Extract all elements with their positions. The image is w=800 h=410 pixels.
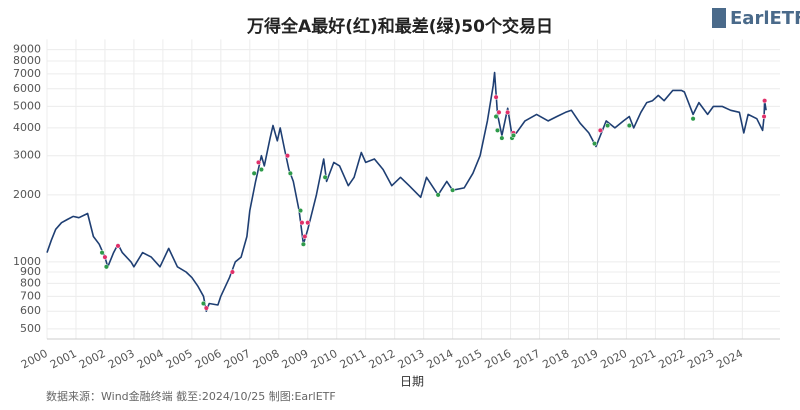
day-marker xyxy=(450,187,456,193)
source: 数据来源：Wind金融终端 截至:2024/10/25 制图:EarlETF xyxy=(46,389,336,403)
day-marker xyxy=(297,208,304,214)
x-tick-label: 2017 xyxy=(512,347,543,372)
x-tick-label: 2016 xyxy=(483,347,514,372)
x-tick-label: 2019 xyxy=(569,347,600,372)
day-marker xyxy=(493,94,499,100)
day-marker xyxy=(251,170,257,176)
day-marker xyxy=(258,166,264,173)
x-tick-label: 2002 xyxy=(77,347,108,372)
day-marker xyxy=(597,127,603,133)
day-marker xyxy=(499,135,505,141)
day-marker xyxy=(99,250,105,256)
x-tick-label: 2024 xyxy=(714,347,745,372)
day-marker xyxy=(494,127,501,133)
y-tick-label: 700 xyxy=(20,289,41,302)
x-tick-label: 2022 xyxy=(656,347,687,372)
day-marker xyxy=(300,241,306,247)
y-tick-label: 9000 xyxy=(13,43,41,56)
day-marker xyxy=(761,113,767,120)
day-marker xyxy=(505,109,511,115)
day-marker xyxy=(115,243,121,249)
day-marker xyxy=(302,233,308,240)
day-marker xyxy=(103,264,109,270)
day-marker xyxy=(255,159,262,165)
day-marker xyxy=(287,170,293,176)
day-marker xyxy=(510,132,517,139)
day-marker xyxy=(229,269,235,275)
x-tick-label: 2015 xyxy=(454,347,485,372)
x-tick-label: 2004 xyxy=(135,347,166,372)
x-axis-label: 日期 xyxy=(400,375,424,389)
chart-title: 万得全A最好(红)和最差(绿)50个交易日 xyxy=(246,16,553,37)
x-tick-label: 2013 xyxy=(396,347,427,372)
y-tick-label: 800 xyxy=(20,276,41,289)
day-marker xyxy=(102,254,108,260)
y-tick-label: 2000 xyxy=(13,188,41,201)
y-tick-label: 5000 xyxy=(13,99,41,112)
y-tick-label: 6000 xyxy=(13,82,41,95)
day-marker xyxy=(200,300,207,307)
day-marker xyxy=(322,174,328,180)
y-tick-label: 3000 xyxy=(13,149,41,162)
day-marker xyxy=(493,113,499,120)
day-marker xyxy=(284,153,291,159)
x-tick-label: 2005 xyxy=(164,347,195,372)
day-marker xyxy=(496,109,502,115)
day-marker xyxy=(299,220,305,226)
day-marker xyxy=(626,122,632,129)
x-tick-label: 2007 xyxy=(222,347,253,372)
x-tick-label: 2023 xyxy=(685,347,716,372)
x-tick-label: 2003 xyxy=(106,347,137,372)
x-tick-label: 2010 xyxy=(309,347,340,372)
x-tick-label: 2021 xyxy=(627,347,658,372)
x-tick-label: 2014 xyxy=(425,347,456,372)
day-marker xyxy=(305,220,311,226)
x-tick-label: 2018 xyxy=(540,347,571,372)
day-marker xyxy=(605,122,611,129)
x-tick-label: 2020 xyxy=(598,347,629,372)
x-tick-label: 2001 xyxy=(48,347,79,372)
y-tick-label: 600 xyxy=(20,304,41,317)
index-line xyxy=(46,71,767,312)
y-tick-label: 4000 xyxy=(13,121,41,134)
y-tick-label: 1000 xyxy=(13,255,41,268)
x-tick-label: 2011 xyxy=(338,347,369,372)
day-marker xyxy=(203,305,209,311)
x-tick-label: 2006 xyxy=(193,347,224,372)
day-marker xyxy=(762,98,768,104)
day-marker xyxy=(690,116,696,122)
y-tick-label: 8000 xyxy=(13,54,41,67)
x-tick-label: 2012 xyxy=(367,347,398,372)
logo: EarlETF xyxy=(730,8,800,29)
day-marker xyxy=(435,192,441,198)
day-marker xyxy=(592,141,598,147)
x-tick-label: 2000 xyxy=(19,347,50,372)
logo-icon xyxy=(712,8,726,28)
x-tick-label: 2008 xyxy=(251,347,282,372)
y-tick-label: 900 xyxy=(20,265,41,278)
y-tick-label: 7000 xyxy=(13,67,41,80)
x-tick-label: 2009 xyxy=(280,347,311,372)
y-tick-label: 500 xyxy=(20,322,41,335)
